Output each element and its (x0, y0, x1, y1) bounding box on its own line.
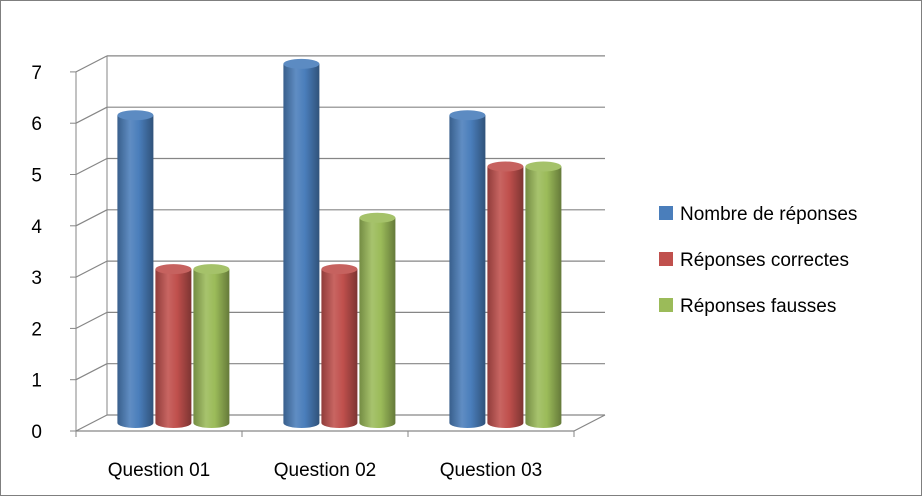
gridline-side (75, 260, 108, 278)
bar-body (283, 63, 320, 429)
bar-top (321, 264, 358, 275)
gridline-side (75, 311, 108, 329)
legend-swatch (659, 206, 673, 220)
gridline-side (75, 414, 108, 432)
plot-walls (75, 55, 108, 431)
bar-body (193, 269, 230, 428)
bar-body (487, 166, 524, 428)
bar-top (193, 264, 230, 275)
bars (117, 58, 562, 429)
bar-body (449, 115, 486, 428)
gridline-side (75, 157, 108, 176)
y-tick-label: 5 (31, 166, 42, 187)
y-tick-label: 6 (31, 114, 42, 135)
bar-top (155, 264, 192, 275)
bar (283, 58, 320, 429)
y-tick-label: 3 (31, 268, 42, 289)
floor-right-edge (573, 414, 606, 432)
legend-label: Réponses correctes (680, 250, 849, 271)
legend-label: Nombre de réponses (680, 204, 857, 225)
y-tick-label: 7 (31, 63, 42, 84)
bar-body (155, 269, 192, 428)
gridline-side (75, 55, 108, 73)
y-axis: 0 1 2 3 4 5 6 7 (31, 63, 76, 443)
bar (525, 161, 562, 428)
bar (155, 264, 192, 428)
bar-body (117, 115, 154, 428)
bar (449, 110, 486, 428)
bar (321, 264, 358, 428)
gridline-side (75, 106, 108, 124)
y-tick-label: 1 (31, 371, 42, 392)
bar-body (359, 217, 396, 428)
bar (359, 212, 396, 428)
bar-top (487, 161, 524, 172)
x-axis: Question 01 Question 02 Question 03 (75, 414, 606, 481)
gridline-side (75, 209, 108, 227)
bar-top (449, 110, 486, 121)
legend: Nombre de réponses Réponses correctes Répo… (659, 204, 857, 317)
bar (193, 264, 230, 428)
bar-body (525, 166, 562, 428)
y-tick-label: 2 (31, 319, 42, 340)
bar-top (525, 161, 562, 172)
bar (117, 110, 154, 428)
legend-swatch (659, 298, 673, 312)
y-tick-label: 4 (31, 217, 42, 238)
bar-body (321, 269, 358, 428)
legend-swatch (659, 252, 673, 266)
x-tick-label: Question 03 (440, 460, 542, 481)
y-tick-label: 0 (31, 422, 42, 443)
x-tick-label: Question 01 (108, 460, 210, 481)
bar-top (117, 110, 154, 121)
bar-top (359, 212, 396, 223)
x-tick-label: Question 02 (274, 460, 376, 481)
bar-top (283, 58, 320, 69)
gridline-side (75, 363, 108, 381)
bar (487, 161, 524, 428)
legend-label: Réponses fausses (680, 296, 836, 317)
